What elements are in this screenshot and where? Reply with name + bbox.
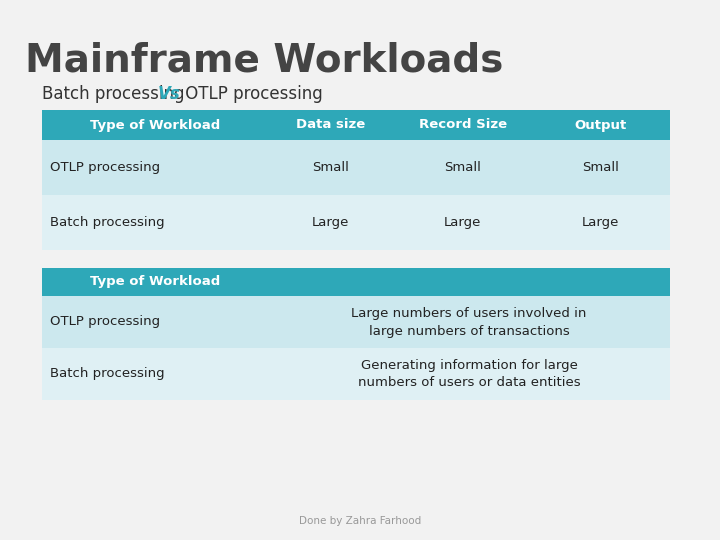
Text: Generating information for large
numbers of users or data entities: Generating information for large numbers… [358, 359, 580, 389]
Bar [42, 348, 268, 400]
Bar [268, 140, 394, 195]
Bar [42, 296, 268, 348]
Text: Type of Workload: Type of Workload [90, 118, 220, 132]
Text: Large: Large [444, 216, 482, 229]
Bar [532, 195, 670, 250]
Text: Small: Small [582, 161, 619, 174]
Bar [268, 195, 394, 250]
Text: OTLP processing: OTLP processing [50, 161, 160, 174]
Text: Large: Large [312, 216, 350, 229]
Text: Output: Output [575, 118, 627, 132]
Bar [268, 296, 670, 348]
Text: Large: Large [582, 216, 620, 229]
Text: Type of Workload: Type of Workload [90, 275, 220, 288]
Bar [532, 110, 670, 140]
Bar [42, 110, 268, 140]
Text: Small: Small [444, 161, 481, 174]
Bar [394, 110, 532, 140]
Text: Record Size: Record Size [419, 118, 507, 132]
Bar [268, 110, 394, 140]
Text: Large numbers of users involved in
large numbers of transactions: Large numbers of users involved in large… [351, 307, 587, 338]
Text: Data size: Data size [296, 118, 366, 132]
Bar [268, 348, 670, 400]
Text: Batch processing: Batch processing [42, 85, 190, 103]
Bar [394, 140, 532, 195]
Bar [42, 140, 268, 195]
Text: Batch processing: Batch processing [50, 368, 165, 381]
Bar [42, 268, 268, 296]
Text: Batch processing: Batch processing [50, 216, 165, 229]
Bar [42, 195, 268, 250]
Text: Mainframe Workloads: Mainframe Workloads [25, 42, 503, 80]
Text: Vs: Vs [158, 85, 181, 103]
Text: OTLP processing: OTLP processing [180, 85, 323, 103]
Text: Done by Zahra Farhood: Done by Zahra Farhood [299, 516, 421, 526]
Bar [268, 268, 670, 296]
Bar [532, 140, 670, 195]
Text: OTLP processing: OTLP processing [50, 315, 160, 328]
Text: Small: Small [312, 161, 349, 174]
Bar [394, 195, 532, 250]
